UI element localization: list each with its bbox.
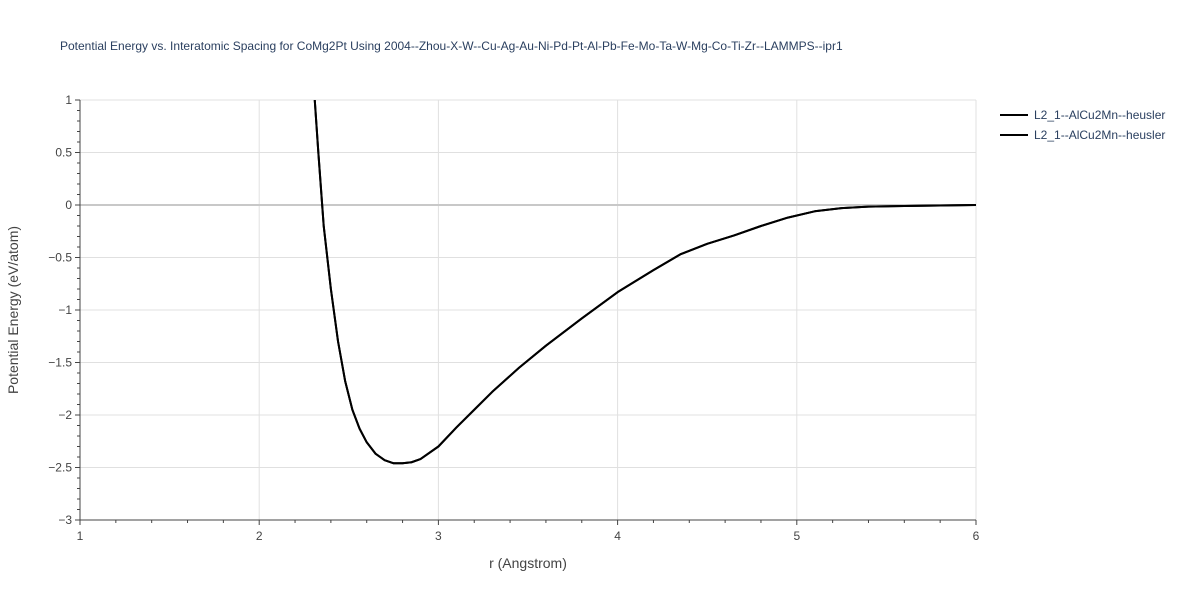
x-tick-label: 6	[973, 529, 980, 543]
x-axis-title: r (Angstrom)	[489, 555, 567, 571]
y-tick-label: −2.5	[48, 461, 72, 475]
y-tick-label: −1	[58, 303, 72, 317]
y-tick-label: −3	[58, 513, 72, 527]
y-tick-label: −1.5	[48, 356, 72, 370]
y-tick-label: 1	[65, 93, 72, 107]
series-layer	[313, 100, 976, 465]
y-axis-title: Potential Energy (eV/atom)	[5, 226, 21, 394]
legend-entry-label: L2_1--AlCu2Mn--heusler	[1034, 128, 1165, 142]
series-line-2	[313, 100, 976, 465]
x-tick-label: 4	[614, 529, 621, 543]
y-tick-label: 0	[65, 198, 72, 212]
y-tick-label: 0.5	[55, 146, 72, 160]
x-tick-label: 3	[435, 529, 442, 543]
axes	[75, 99, 977, 525]
y-tick-label: −2	[58, 408, 72, 422]
y-tick-label: −0.5	[48, 251, 72, 265]
chart-title: Potential Energy vs. Interatomic Spacing…	[60, 39, 843, 53]
x-tick-label: 5	[793, 529, 800, 543]
legend: L2_1--AlCu2Mn--heusler L2_1--AlCu2Mn--heu…	[1000, 108, 1165, 142]
x-tick-label: 1	[77, 529, 84, 543]
grid-lines	[80, 99, 977, 520]
legend-entry-label: L2_1--AlCu2Mn--heusler	[1034, 108, 1165, 122]
tick-labels: 1 2 3 4 5 6 1 0.5 0 −0.5 −1 −1.5 −2 −2.5 −3	[48, 93, 979, 543]
x-tick-label: 2	[256, 529, 263, 543]
series-line-1	[313, 100, 976, 465]
